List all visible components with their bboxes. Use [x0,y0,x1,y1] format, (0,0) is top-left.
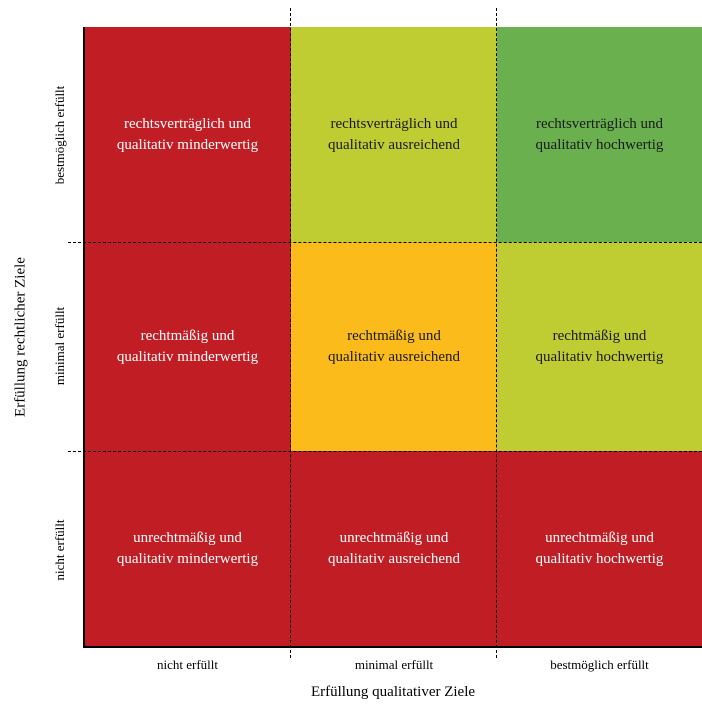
cell-text-line2: qualitativ hochwertig [535,136,664,153]
cell-text-line2: qualitativ hochwertig [535,348,664,365]
cell-text-line2: qualitativ minderwertig [116,348,259,365]
cell-rechtsvertraeglich-ausreichend: rechtsverträglich und qualitativ ausreic… [291,27,497,242]
cell-text-line2: qualitativ minderwertig [116,136,259,153]
y-tick-bestmoeglich-erfuellt: bestmöglich erfüllt [52,85,67,185]
cell-text-line1: rechtsverträglich und [535,115,663,132]
cell-text-line2: qualitativ minderwertig [116,551,259,567]
y-tick-nicht-erfuellt: nicht erfüllt [52,519,67,581]
cell-text-line1: rechtmäßig und [347,327,441,344]
cell-unrechtmaessig-ausreichend: unrechtmäßig und qualitativ ausreichend [291,451,497,647]
y-axis-label: Erfüllung rechtlicher Ziele [12,257,29,417]
cell-text-line2: qualitativ ausreichend [327,136,461,153]
cell-text-line1: unrechtmäßig und [133,530,242,546]
x-axis-line [83,646,702,648]
horizontal-divider-2 [68,451,702,452]
x-tick-minimal-erfuellt: minimal erfüllt [354,657,434,672]
y-axis-line [83,27,85,647]
x-axis-label: Erfüllung qualitativer Ziele [310,684,476,700]
vertical-divider-2 [496,8,497,658]
cell-text-line1: rechtmäßig und [140,327,235,344]
cell-text-line1: unrechtmäßig und [545,530,654,546]
x-tick-bestmoeglich-erfuellt: bestmöglich erfüllt [550,657,649,672]
cell-unrechtmaessig-minderwertig: unrechtmäßig und qualitativ minderwertig [84,451,291,647]
cell-text-line1: rechtsverträglich und [330,115,458,132]
cell-text-line1: rechtsverträglich und [123,115,252,132]
cell-rechtmaessig-hochwertig: rechtmäßig und qualitativ hochwertig [497,242,702,451]
y-tick-minimal-erfuellt: minimal erfüllt [52,306,67,386]
cell-text-line2: qualitativ ausreichend [327,551,461,567]
cell-text-line2: qualitativ hochwertig [535,551,664,567]
cell-text-line2: qualitativ ausreichend [327,348,461,365]
cell-text-line1: unrechtmäßig und [339,530,449,546]
cell-unrechtmaessig-hochwertig: unrechtmäßig und qualitativ hochwertig [497,451,702,647]
cell-rechtsvertraeglich-hochwertig: rechtsverträglich und qualitativ hochwer… [497,27,702,242]
cell-rechtmaessig-ausreichend: rechtmäßig und qualitativ ausreichend [291,242,497,451]
cell-rechtsvertraeglich-minderwertig: rechtsverträglich und qualitativ minderw… [84,27,291,242]
horizontal-divider-1 [68,242,702,243]
cell-text-line1: rechtmäßig und [552,327,647,344]
cell-rechtmaessig-minderwertig: rechtmäßig und qualitativ minderwertig [84,242,291,451]
matrix-grid: rechtsverträglich und qualitativ minderw… [84,27,702,647]
vertical-divider-1 [290,8,291,658]
x-tick-nicht-erfuellt: nicht erfüllt [156,657,218,672]
